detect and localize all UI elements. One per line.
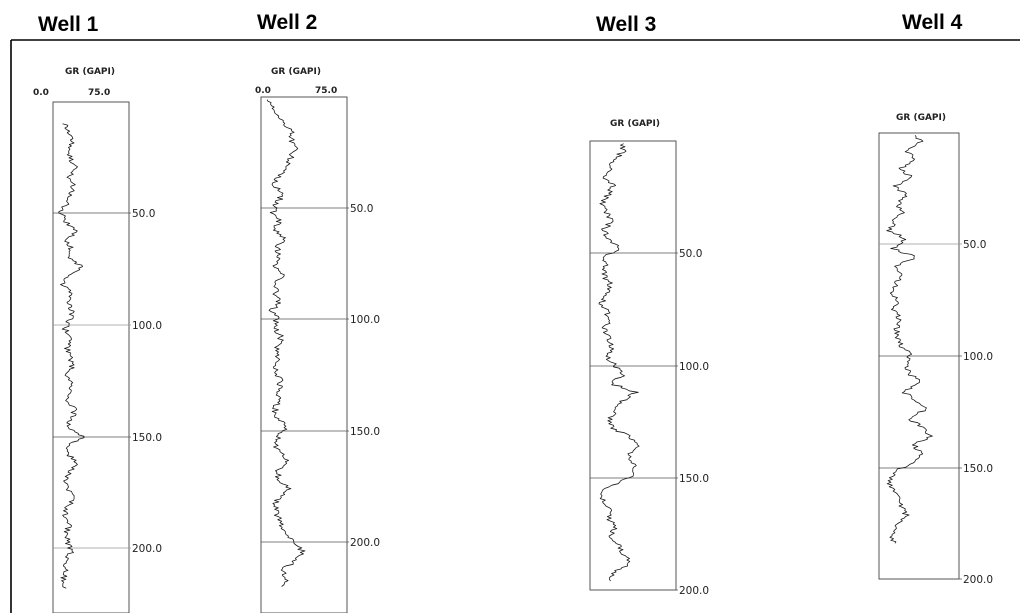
well-1-depth-label: 150.0 bbox=[132, 432, 162, 444]
well-2-track: 50.0 100.0 150.0 200.0 bbox=[261, 97, 380, 613]
well-1-depth-label: 50.0 bbox=[132, 208, 155, 220]
well-1-gr-curve bbox=[59, 124, 84, 589]
well-2-depth-label: 150.0 bbox=[350, 426, 380, 438]
well-2-track-label: GR (GAPI) bbox=[271, 67, 321, 77]
well-2-scale-max: 75.0 bbox=[315, 86, 337, 96]
well-1-scale-max: 75.0 bbox=[88, 88, 110, 98]
well-3-track-box bbox=[590, 141, 676, 590]
well-3-gr-curve bbox=[599, 144, 639, 581]
well-3-depth-label: 100.0 bbox=[679, 361, 709, 373]
well-2-title: Well 2 bbox=[257, 11, 317, 34]
well-4-depth-label: 100.0 bbox=[963, 351, 993, 363]
well-1-track-box bbox=[53, 102, 129, 613]
well-2-scale-min: 0.0 bbox=[255, 86, 271, 96]
well-4-track: 50.0 100.0 150.0 200.0 bbox=[879, 133, 993, 586]
well-1-track-label: GR (GAPI) bbox=[65, 67, 115, 77]
well-2-depth-label: 100.0 bbox=[350, 314, 380, 326]
well-1-scale-min: 0.0 bbox=[33, 88, 49, 98]
well-1-title: Well 1 bbox=[38, 13, 99, 36]
well-4-gr-curve bbox=[887, 135, 933, 543]
well-3-depth-label: 200.0 bbox=[679, 585, 709, 597]
well-4-depth-label: 150.0 bbox=[963, 463, 993, 475]
well-1-track: 50.0 100.0 150.0 200.0 bbox=[53, 102, 162, 613]
well-2-depth-label: 50.0 bbox=[350, 203, 373, 215]
well-3-depth-label: 50.0 bbox=[679, 248, 702, 260]
well-1-depth-label: 100.0 bbox=[132, 320, 162, 332]
well-4-title: Well 4 bbox=[902, 11, 963, 34]
well-3-track-label: GR (GAPI) bbox=[610, 119, 660, 129]
well-3-title: Well 3 bbox=[596, 13, 656, 36]
well-3-track: 50.0 100.0 150.0 200.0 bbox=[590, 141, 709, 597]
well-3-depth-label: 150.0 bbox=[679, 473, 709, 485]
well-2-track-box bbox=[261, 97, 347, 613]
well-1-depth-label: 200.0 bbox=[132, 543, 162, 555]
well-4-track-label: GR (GAPI) bbox=[896, 113, 946, 123]
well-2-depth-label: 200.0 bbox=[350, 537, 380, 549]
well-4-depth-label: 200.0 bbox=[963, 574, 993, 586]
well-2-gr-curve bbox=[267, 100, 305, 587]
well-4-depth-label: 50.0 bbox=[963, 239, 986, 251]
